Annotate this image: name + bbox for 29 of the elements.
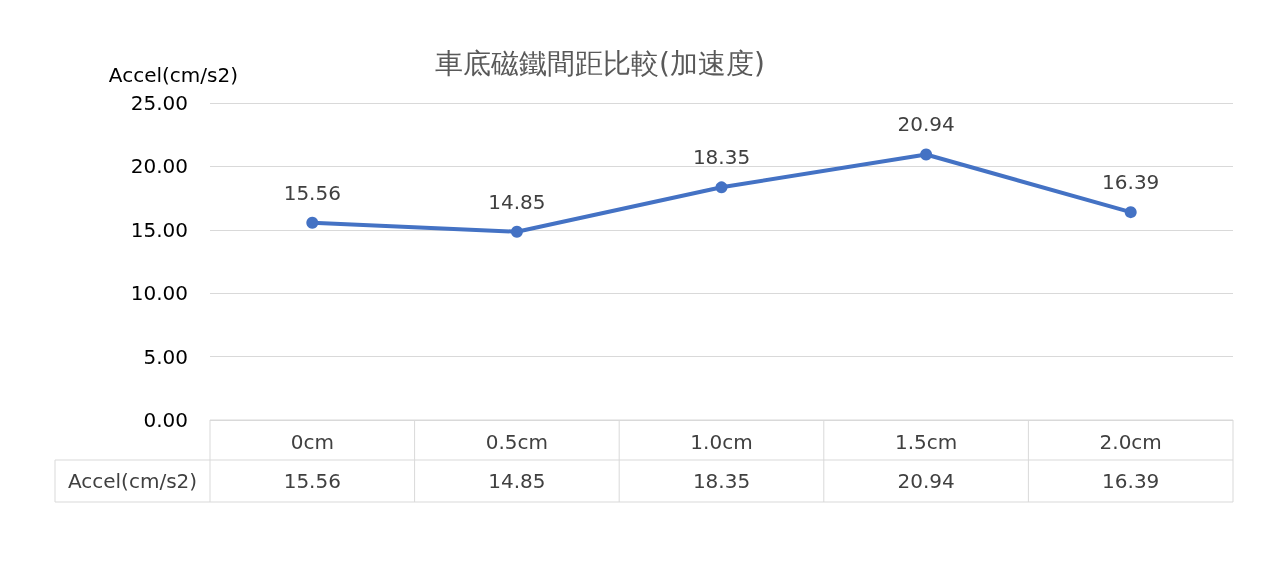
point bbox=[1124, 206, 1137, 219]
y-tick-label: 15.00 bbox=[130, 217, 188, 242]
y-tick-label: 20.00 bbox=[130, 154, 188, 179]
x-tick-label: 0cm bbox=[290, 430, 334, 454]
data-label: 14.85 bbox=[488, 189, 546, 214]
point bbox=[920, 148, 933, 161]
text: 20.94 bbox=[897, 469, 955, 493]
point bbox=[715, 181, 728, 194]
text: 15.56 bbox=[283, 469, 341, 493]
data-label: 18.35 bbox=[692, 145, 751, 170]
point bbox=[306, 216, 319, 229]
text: Accel(cm/s2) bbox=[67, 469, 198, 493]
y-tick-label: 0.00 bbox=[143, 408, 188, 432]
chart-title: 車底磁鐵間距比較(加速度) bbox=[435, 46, 765, 80]
y-tick-label: 25.00 bbox=[130, 91, 188, 115]
text: 18.35 bbox=[692, 469, 751, 493]
x-tick-label: 1.5cm bbox=[894, 430, 958, 454]
data-label: 16.39 bbox=[1102, 170, 1160, 195]
data-label: 20.94 bbox=[897, 112, 955, 137]
x-tick-label: 2.0cm bbox=[1099, 430, 1162, 454]
y-axis-title: Accel(cm/s2) bbox=[108, 63, 238, 87]
y-tick-label: 5.00 bbox=[143, 344, 188, 369]
y-tick-label: 10.00 bbox=[130, 281, 188, 306]
point bbox=[510, 225, 523, 238]
text: 16.39 bbox=[1102, 469, 1160, 493]
x-tick-label: 0.5cm bbox=[485, 430, 549, 454]
data-label: 15.56 bbox=[283, 180, 341, 205]
text: 14.85 bbox=[488, 469, 546, 493]
x-tick-label: 1.0cm bbox=[690, 430, 753, 454]
